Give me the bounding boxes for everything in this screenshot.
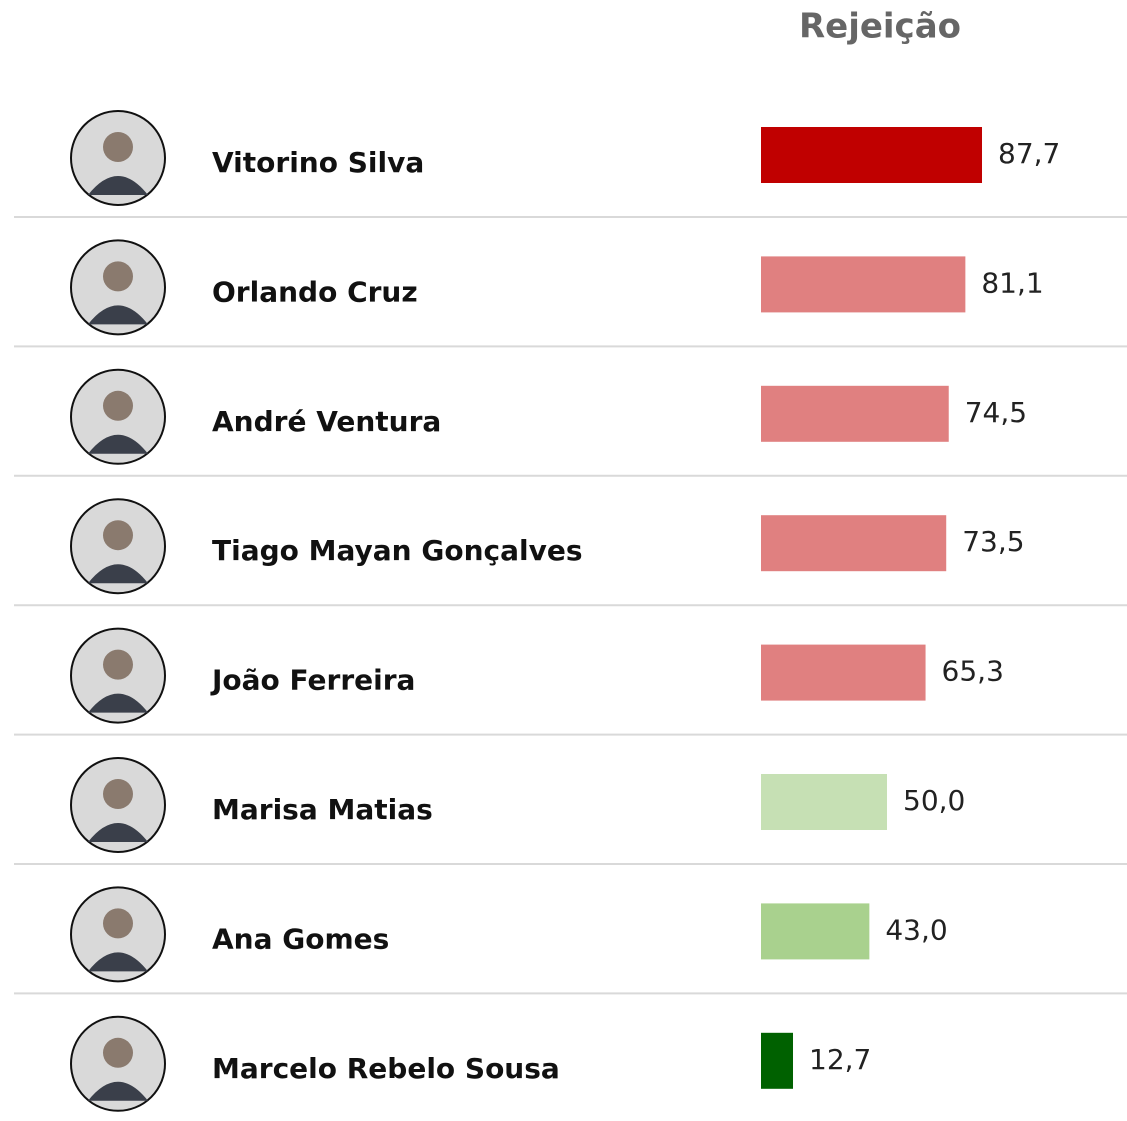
bar [761,644,926,701]
bar [761,385,949,442]
avatar-head [103,1037,133,1068]
chart-title: Rejeição [799,7,961,47]
avatar [70,239,166,336]
avatar-body [88,305,148,325]
candidate-name: João Ferreira [210,664,415,697]
candidate-name: Marcelo Rebelo Sousa [212,1052,560,1085]
value-label: 43,0 [885,913,947,946]
avatar-body [88,564,148,584]
bar [761,1032,794,1089]
avatar-body [88,952,148,972]
avatar-body [88,693,148,713]
candidate-name: Tiago Mayan Gonçalves [212,534,583,567]
avatar-head [103,390,133,421]
value-label: 87,7 [998,137,1060,170]
value-label: 73,5 [962,525,1024,558]
avatar-head [103,520,133,551]
avatar [70,1015,166,1112]
candidate-name: Ana Gomes [212,922,389,955]
candidate-name: André Ventura [212,405,441,438]
avatar-head [103,908,133,939]
candidate-name: Vitorino Silva [212,146,424,179]
avatar [70,886,166,983]
bar [761,774,887,830]
avatar-body [88,176,148,195]
avatar-body [88,434,148,454]
avatar-head [103,649,133,680]
avatar-head [103,261,133,292]
value-label: 50,0 [903,784,965,817]
avatar-body [88,823,148,842]
bar [761,127,983,183]
value-label: 65,3 [942,655,1004,688]
value-label: 74,5 [965,396,1027,429]
avatar-head [103,779,133,809]
bar [761,903,870,960]
avatar [70,368,166,465]
avatar [70,110,166,206]
bar [761,256,966,313]
value-label: 81,1 [981,266,1043,299]
avatar-head [103,132,133,162]
value-label: 12,7 [809,1043,871,1076]
avatar-body [88,1081,148,1101]
candidate-name: Orlando Cruz [212,275,418,308]
avatar [70,498,166,595]
bar [761,515,947,572]
candidate-name: Marisa Matias [212,793,433,826]
avatar [70,757,166,853]
avatar [70,627,166,724]
